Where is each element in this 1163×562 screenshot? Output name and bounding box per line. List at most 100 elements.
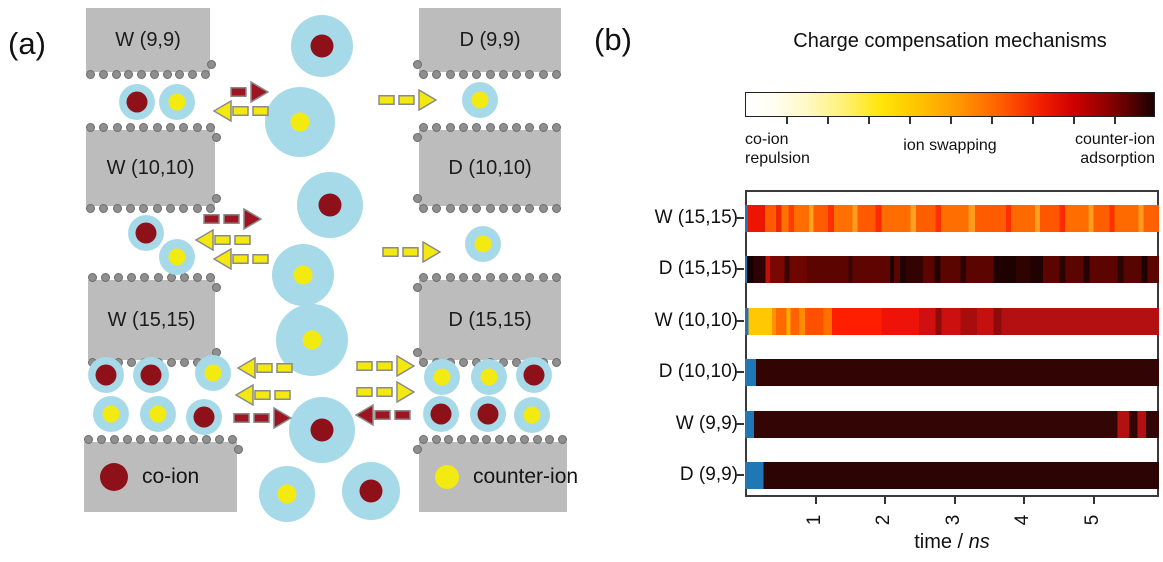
atom-dot — [552, 70, 561, 79]
hydration-shell — [88, 357, 124, 393]
legend-label: co-ion — [142, 465, 200, 488]
legend-co-ion: co-ion — [84, 442, 237, 512]
panel-a-schematic: W (9,9) D (9,9) W (10,10) D (10,10) W (15,15… — [0, 0, 580, 562]
atom-dot — [112, 123, 122, 132]
atom-dot — [86, 204, 95, 213]
hydration-shell — [462, 82, 498, 118]
co-ion-flux-arrow-right — [233, 407, 292, 429]
colorbar-tick — [950, 117, 952, 124]
co-ion — [310, 34, 334, 58]
atom-dot — [188, 435, 198, 444]
atom-dot — [88, 273, 97, 282]
counter-ion — [149, 405, 167, 423]
atom-dot — [485, 204, 495, 213]
atom-dot — [179, 358, 189, 367]
atom-dot — [419, 123, 428, 132]
atom-dot — [432, 123, 442, 132]
atom-dot — [84, 435, 93, 444]
atom-dot — [201, 435, 211, 444]
atom-dot — [127, 358, 137, 367]
hydration-shell — [465, 226, 501, 262]
co-ion — [477, 403, 499, 425]
counter-ion-flux-arrow-right — [356, 355, 415, 377]
slab-D-15-15: D (15,15) — [419, 280, 561, 360]
co-ion — [135, 222, 157, 244]
atom-dot — [472, 204, 482, 213]
atom-dot — [552, 123, 561, 132]
atom-dot — [538, 123, 548, 132]
atom-dot — [140, 273, 150, 282]
atom-dot — [458, 204, 468, 213]
atom-dot — [206, 204, 215, 213]
atom-dot — [485, 273, 495, 282]
atom-dot — [206, 273, 215, 282]
atom-dot — [152, 123, 162, 132]
atom-dot — [228, 435, 237, 444]
co-ion — [126, 91, 148, 113]
atom-dot — [212, 133, 221, 142]
atom-dot — [97, 435, 107, 444]
slab-W-10-10: W (10,10) — [86, 130, 215, 206]
atom-dot — [139, 123, 149, 132]
atom-dot — [110, 435, 120, 444]
co-ion-flux-arrow-left — [355, 404, 411, 426]
atom-dot — [207, 60, 216, 69]
atom-dot — [419, 70, 428, 79]
colorbar-label-right-line1: counter-ion — [1074, 131, 1155, 148]
atom-dot — [419, 358, 428, 367]
atom-dot — [538, 204, 548, 213]
x-tick-label: 1 — [803, 514, 825, 526]
atom-dot — [545, 435, 555, 444]
atom-dot — [149, 435, 159, 444]
bulk-counter-ion — [259, 466, 315, 522]
atom-dot — [214, 435, 224, 444]
atom-dot — [419, 435, 428, 444]
atom-dot — [445, 273, 455, 282]
atom-dot — [137, 70, 147, 79]
hydration-shell — [128, 215, 164, 251]
hydration-shell — [470, 396, 506, 432]
bulk-co-ion — [291, 15, 353, 77]
atom-dot — [127, 273, 137, 282]
x-axis-tick — [1023, 497, 1026, 504]
atom-dot — [86, 123, 95, 132]
atom-dot — [166, 123, 175, 132]
y-axis-tick — [736, 423, 744, 425]
mechanism-bar-W1010 — [745, 308, 1159, 335]
atom-dot — [498, 273, 508, 282]
atom-dot — [458, 70, 468, 79]
atom-dot — [552, 358, 561, 367]
atom-dot — [498, 123, 508, 132]
atom-dot — [432, 70, 442, 79]
counter-ion — [277, 484, 297, 504]
x-axis-label: time / ns — [745, 531, 1159, 554]
hydration-shell — [159, 84, 195, 120]
counter-ion-flux-arrow-left — [237, 357, 293, 379]
atom-dot — [472, 273, 482, 282]
colorbar — [745, 92, 1155, 117]
colorbar-tick — [991, 117, 993, 124]
slab-W-9-9: W (9,9) — [86, 8, 210, 72]
atom-dot — [445, 204, 455, 213]
counter-ion — [433, 368, 451, 386]
atom-dot — [99, 204, 109, 213]
y-axis-tick — [736, 217, 744, 219]
co-ion — [95, 364, 117, 386]
atom-dot — [538, 273, 548, 282]
atom-dot — [485, 123, 495, 132]
atom-dot — [179, 123, 189, 132]
atom-dot — [86, 70, 95, 79]
counter-ion-flux-arrow-left — [195, 229, 251, 251]
co-ion-flux-arrow-right — [230, 81, 269, 103]
atom-dot — [175, 70, 185, 79]
atom-dot — [525, 123, 535, 132]
y-axis-label: W (15,15) — [654, 207, 738, 228]
co-ion — [318, 193, 342, 217]
bulk-co-ion — [342, 462, 400, 520]
atom-dot — [192, 204, 202, 213]
counter-ion — [168, 248, 186, 266]
atom-dot — [432, 273, 442, 282]
atom-dot — [472, 70, 482, 79]
y-axis-label: W (10,10) — [654, 310, 738, 331]
counter-ion-flux-arrow-right — [378, 89, 437, 111]
